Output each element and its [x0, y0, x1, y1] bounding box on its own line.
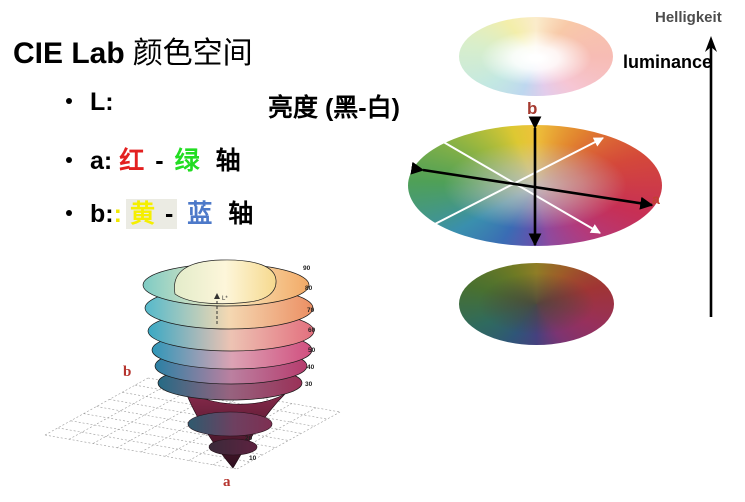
bullet-l-label: L: — [90, 88, 114, 116]
title-latin: CIE Lab — [13, 37, 125, 70]
yellow-colon: : — [113, 200, 122, 228]
cielab-3d-gamut-figure: L* 90 80 70 60 50 40 30 20 10 b a — [44, 259, 341, 490]
a-axis-arrow — [410, 161, 654, 210]
gamut-top-sheet — [174, 259, 277, 305]
highlight-box: 黄- — [125, 199, 178, 229]
level-label: 60 — [308, 327, 316, 334]
red-word: 红 — [119, 147, 145, 175]
level-label: 10 — [249, 455, 257, 462]
gamut-layer-10 — [208, 438, 258, 456]
helligkeit-label: Helligkeit — [655, 9, 722, 26]
dash-separator: - — [164, 200, 174, 228]
bullet-dot — [66, 157, 72, 164]
lab-disk-dark — [459, 263, 614, 345]
axis-word: 轴 — [228, 200, 254, 228]
blue-word: 蓝 — [187, 200, 213, 228]
bullet-a: a: 红 - 绿轴 — [66, 141, 241, 177]
plot-a-axis-label: a — [223, 474, 231, 490]
level-label: 20 — [245, 435, 253, 442]
gamut-layer-20 — [187, 411, 273, 437]
level-label: 30 — [305, 381, 313, 388]
plot-b-axis-label: b — [123, 364, 131, 380]
axis-word: 轴 — [215, 147, 241, 175]
white-diagonal-arrow — [429, 131, 601, 234]
bullet-b: b:: 黄 - 蓝轴 — [66, 194, 253, 230]
disk-a-axis-label: a — [652, 191, 660, 207]
green-word: 绿 — [174, 147, 200, 175]
luminance-label: luminance — [623, 52, 713, 72]
yellow-word: 黄 — [129, 200, 155, 228]
level-label: 80 — [305, 285, 313, 292]
arrowhead-up — [705, 36, 717, 52]
bullet-l-description: 亮度 (黑-白) — [268, 94, 400, 122]
disk-b-axis-label: b — [527, 99, 538, 118]
level-label: 90 — [303, 265, 311, 272]
level-label: 40 — [307, 364, 315, 371]
page-title: CIE Lab 颜色空间 — [13, 28, 253, 72]
bullet-b-label: b: — [90, 200, 114, 228]
lightness-axis-label: L* — [222, 296, 228, 302]
level-label: 70 — [307, 307, 315, 314]
lab-disk-light — [459, 17, 613, 96]
bullet-dot — [66, 98, 72, 105]
level-label: 50 — [308, 347, 316, 354]
luminance-axis-arrow — [705, 36, 717, 317]
chroma-axes-arrows — [410, 116, 654, 247]
bullet-dot — [66, 210, 72, 217]
dash-separator: - — [155, 147, 164, 175]
bullet-a-label: a: — [90, 147, 113, 175]
bullet-l: L: — [66, 88, 114, 117]
title-chinese: 颜色空间 — [132, 37, 253, 70]
